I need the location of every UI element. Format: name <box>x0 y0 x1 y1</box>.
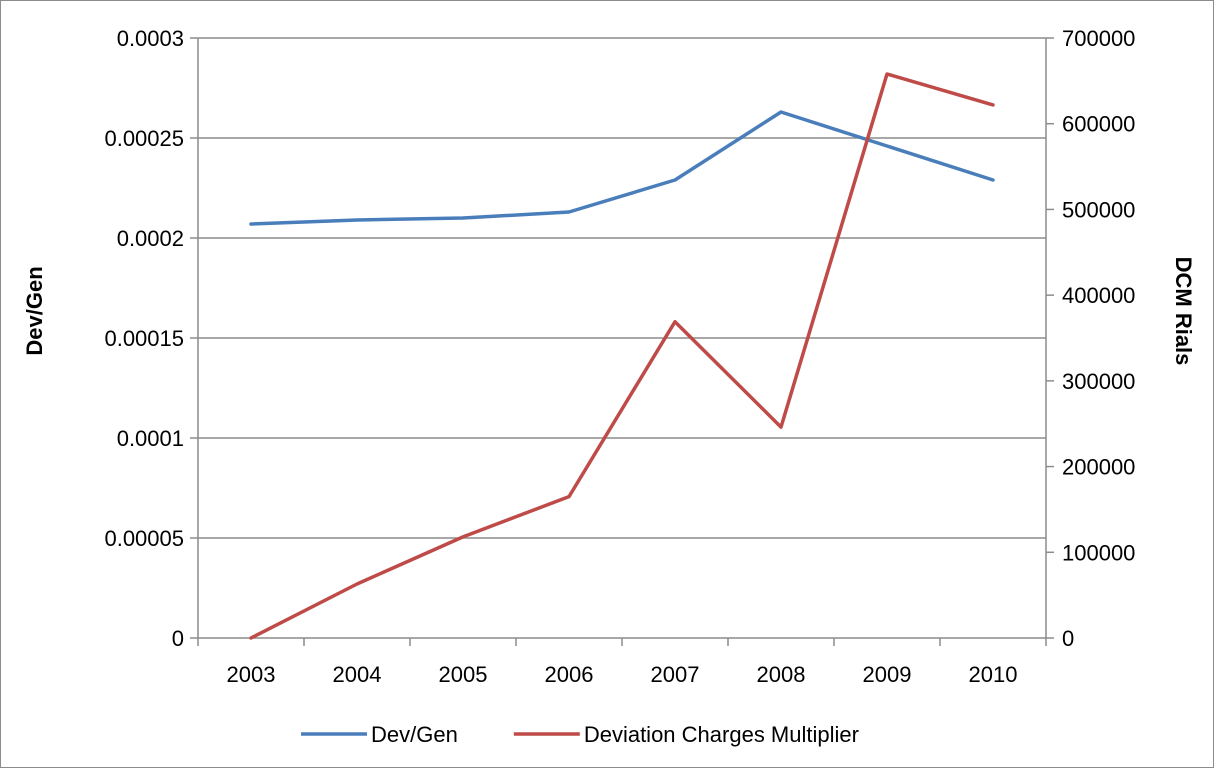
series-lines <box>249 72 995 640</box>
x-tick-label: 2008 <box>757 662 806 687</box>
right-tick-label: 500000 <box>1062 197 1135 222</box>
right-tick-label: 400000 <box>1062 283 1135 308</box>
x-tick-label: 2009 <box>863 662 912 687</box>
legend: Dev/Gen Deviation Charges Multiplier <box>301 722 859 747</box>
x-tick-label: 2010 <box>969 662 1018 687</box>
x-tick-label: 2005 <box>439 662 488 687</box>
x-tick-label: 2007 <box>651 662 700 687</box>
right-axis-ticks: 0 100000 200000 300000 400000 500000 600000 700… <box>1046 26 1135 651</box>
left-tick-label: 0.00015 <box>104 326 184 351</box>
x-tick-label: 2003 <box>227 662 276 687</box>
legend-label: Deviation Charges Multiplier <box>584 722 859 747</box>
right-axis-title: DCM Rials <box>1171 257 1196 366</box>
left-tick-label: 0.00005 <box>104 526 184 551</box>
right-tick-label: 700000 <box>1062 26 1135 51</box>
x-axis-ticks: 2003 2004 2005 2006 2007 2008 2009 2010 <box>197 638 1047 687</box>
gridlines <box>198 37 1046 539</box>
series-line-deviation-charges-multiplier <box>249 72 995 640</box>
right-tick-label: 100000 <box>1062 540 1135 565</box>
legend-label: Dev/Gen <box>371 722 458 747</box>
left-tick-label: 0.0001 <box>117 426 184 451</box>
left-axis-ticks: 0 0.00005 0.0001 0.00015 0.0002 0.00025 0.0003 <box>104 26 198 651</box>
right-tick-label: 300000 <box>1062 369 1135 394</box>
right-tick-label: 0 <box>1062 626 1074 651</box>
x-tick-label: 2004 <box>333 662 382 687</box>
left-tick-label: 0.0002 <box>117 226 184 251</box>
left-tick-label: 0 <box>172 626 184 651</box>
left-axis-title: Dev/Gen <box>22 266 47 355</box>
right-tick-label: 200000 <box>1062 455 1135 480</box>
x-tick-label: 2006 <box>545 662 594 687</box>
right-tick-label: 600000 <box>1062 112 1135 137</box>
left-tick-label: 0.0003 <box>117 26 184 51</box>
series-line-dev-gen <box>249 110 995 226</box>
left-tick-label: 0.00025 <box>104 126 184 151</box>
